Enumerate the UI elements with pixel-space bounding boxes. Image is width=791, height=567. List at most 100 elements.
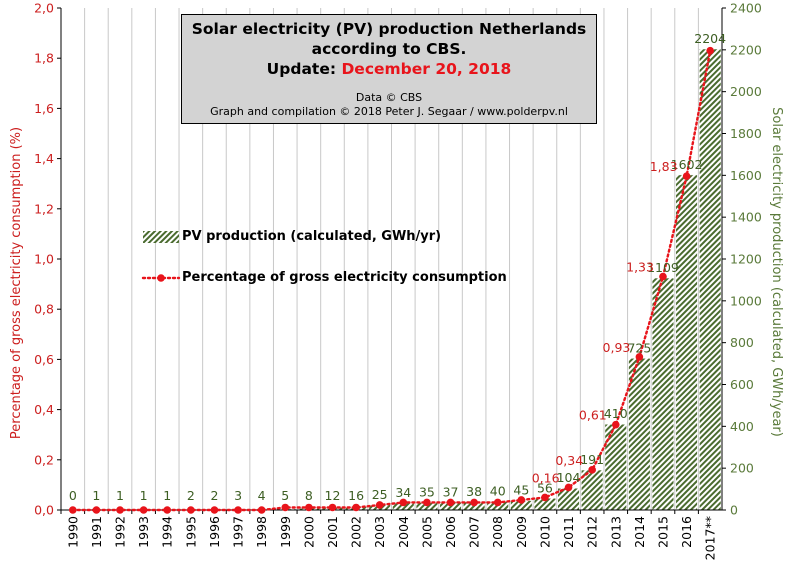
bar-value-label: 104 [557,470,581,485]
bar-pv-production [651,277,675,511]
percentage-point [635,353,644,361]
bar-pv-production [699,48,722,511]
percentage-point [611,420,620,429]
x-tick-label: 2015 [655,516,670,548]
percentage-point [281,503,290,512]
axes: 0,00,20,40,60,81,01,21,41,61,82,00200400… [34,1,762,561]
x-tick-label: 2013 [608,516,623,548]
y-right-tick-label: 1800 [730,126,762,141]
y-right-tick-label: 2000 [730,84,762,99]
bar-value-label: 1602 [671,157,703,172]
percentage-point [234,506,242,514]
y-right-tick-label: 1000 [730,293,762,308]
bar-value-label: 3 [234,488,242,503]
data-labels: 0 1 1 1 1 2 2 3 4 5 8 12 16 25 34 35 37 38 40 45 56104191410… [69,31,726,503]
legend-swatch-point [157,274,165,282]
bar-value-label: 2204 [694,31,726,46]
x-tick-label: 1996 [207,516,222,548]
percentage-value-label: 1,33 [626,260,654,275]
legend-swatches [141,231,181,282]
x-tick-label: 2007 [467,516,482,548]
legend-swatch-bars [143,231,179,243]
percentage-point [69,506,77,514]
bar-value-label: 1 [140,488,148,503]
x-tick-label: 1993 [136,516,151,548]
percentage-point [493,498,502,507]
x-tick-label: 1994 [160,516,175,548]
y-right-tick-label: 2400 [730,1,762,16]
update-prefix: Update: [266,60,337,78]
x-tick-label: 1995 [183,516,198,548]
y-right-tick-label: 1400 [730,210,762,225]
percentage-line-series [69,46,714,514]
y-right-tick-label: 1600 [730,168,762,183]
percentage-value-label: 1,83 [650,159,678,174]
x-tick-label: 1998 [254,516,269,548]
percentage-point [423,498,431,507]
legend-label-bars: PV production (calculated, GWh/yr) [182,229,442,244]
x-tick-label: 1999 [278,516,293,548]
chart-title-line2: according to CBS. [311,40,467,58]
percentage-point [446,498,455,507]
x-tick-label: 1992 [113,516,128,548]
y-left-tick-label: 0,2 [34,452,54,467]
y-left-tick-label: 1,4 [34,151,54,166]
percentage-point [116,506,124,514]
percentage-point [517,496,526,504]
legend-label-line: Percentage of gross electricity consumpt… [182,270,507,285]
percentage-point [706,46,714,55]
x-tick-label: 2006 [443,516,458,548]
x-tick-label: 2017** [703,516,718,560]
percentage-point [659,272,667,281]
percentage-point [328,503,337,512]
y-left-tick-label: 2,0 [34,1,54,16]
bar-value-label: 0 [69,488,77,503]
bar-value-label: 5 [281,488,289,503]
x-tick-label: 2001 [325,516,340,548]
y-right-tick-label: 800 [730,335,754,350]
percentage-point [305,503,313,512]
bar-value-label: 35 [419,485,435,500]
y-right-tick-label: 200 [730,461,754,476]
percentage-point [588,466,596,474]
bar-value-label: 2 [187,488,195,503]
y-right-tick-label: 2200 [730,42,762,57]
percentage-line [71,49,712,512]
y-left-tick-label: 0,0 [34,503,54,518]
x-tick-label: 2008 [490,516,505,548]
bar-value-label: 2 [210,488,218,503]
bar-value-label: 25 [372,487,388,502]
percentage-point [257,506,266,514]
chart-title-box: Solar electricity (PV) production Nether… [181,14,597,124]
percentage-point [163,506,172,514]
bar-value-label: 40 [490,484,506,499]
y-left-axis-title: Percentage of gross electricity consumpt… [9,127,24,439]
x-tick-label: 2016 [679,516,694,548]
y-left-tick-label: 1,0 [34,252,54,267]
update-date: December 20, 2018 [341,60,512,78]
bar-value-label: 34 [395,485,411,500]
bar-value-label: 1 [163,488,171,503]
bar-value-label: 725 [627,340,651,355]
bar-series [85,48,722,511]
bar-value-label: 191 [580,452,604,467]
bar-value-label: 1 [92,488,100,503]
y-right-tick-label: 600 [730,377,754,392]
bar-value-label: 1 [116,488,124,503]
percentage-value-label: 0,34 [555,453,583,468]
percentage-point [187,506,195,514]
x-tick-label: 2003 [372,516,387,548]
bar-value-label: 37 [443,484,459,499]
percentage-point [541,493,549,502]
bar-value-label: 4 [258,488,266,503]
x-tick-label: 1990 [65,516,80,548]
bar-value-label: 45 [513,483,529,498]
x-tick-label: 2009 [514,516,529,548]
bar-pv-production [675,174,698,511]
bar-value-label: 56 [537,480,553,495]
bar-value-label: 16 [348,488,364,503]
y-left-tick-label: 1,8 [34,51,54,66]
percentage-point [139,506,148,514]
y-left-tick-label: 1,2 [34,201,54,216]
